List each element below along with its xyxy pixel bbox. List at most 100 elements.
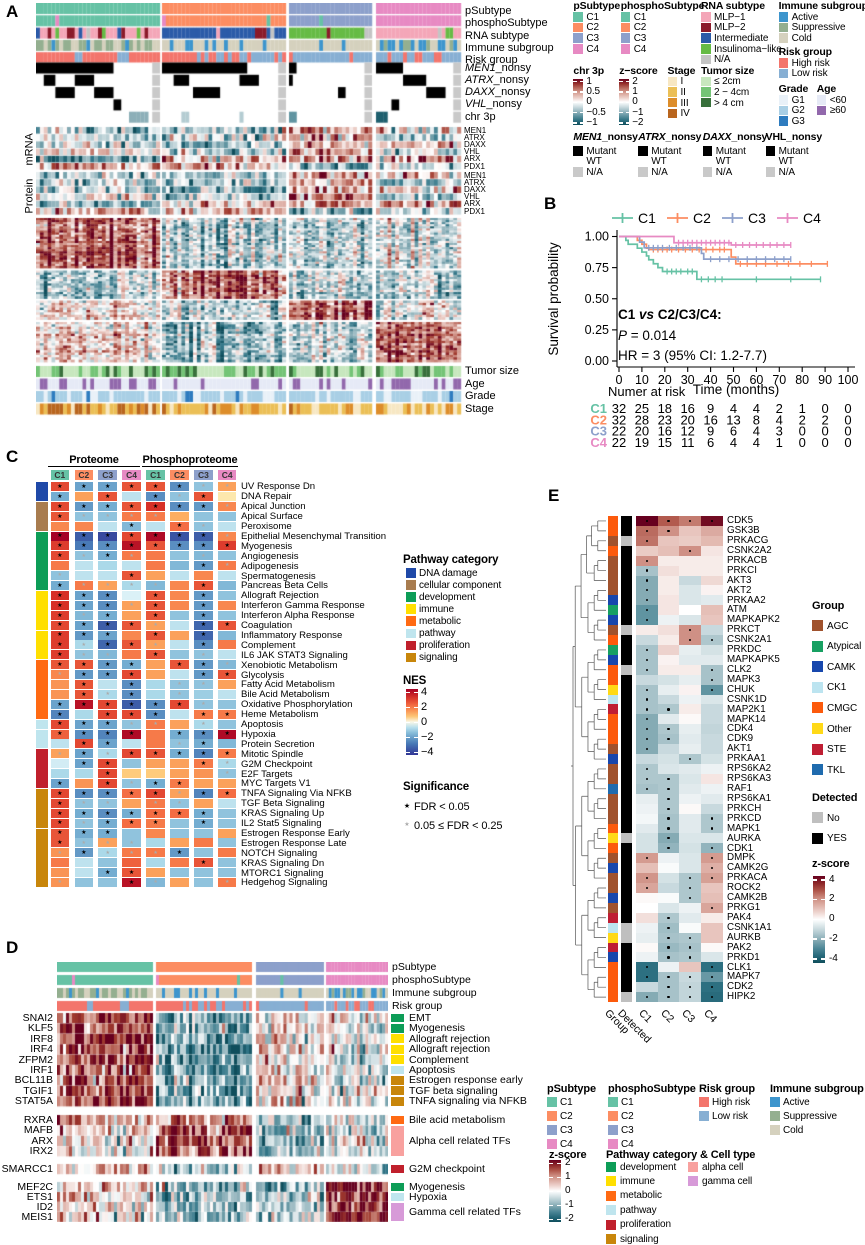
c-sig-star: ★ bbox=[57, 820, 63, 827]
e-zscore-cell bbox=[636, 823, 658, 834]
e-zscore-cell bbox=[657, 892, 680, 904]
b-xtick: 20 bbox=[658, 373, 672, 387]
d-pathway-chip bbox=[391, 1055, 404, 1064]
e-group-cell bbox=[608, 714, 618, 725]
e-zscore-cell bbox=[657, 535, 680, 547]
b-risk-label: Numer at risk bbox=[608, 384, 686, 399]
e-sig-dot bbox=[689, 986, 692, 989]
c-nes-cell bbox=[122, 878, 141, 887]
e-sig-dot bbox=[645, 559, 648, 562]
c-nes-cell bbox=[194, 709, 213, 719]
e-zscore-cell bbox=[701, 605, 723, 616]
c-sig-star-weak: ★ bbox=[81, 800, 87, 806]
e-zscore-cell bbox=[657, 595, 680, 606]
e-sig-dot bbox=[645, 619, 648, 622]
c-row-label: Apoptosis bbox=[241, 719, 284, 730]
b-risk-value: 9 bbox=[707, 401, 714, 416]
c-sig-star-weak: ★ bbox=[81, 552, 87, 559]
c-nes-cell bbox=[98, 689, 117, 699]
e-sig-dot bbox=[689, 996, 692, 999]
e-sig-dot bbox=[645, 648, 648, 651]
c-nes-cell bbox=[122, 491, 141, 501]
c-sig-star: ★ bbox=[81, 721, 87, 728]
e-dendrogram bbox=[571, 520, 606, 998]
e-row-label: CDK2 bbox=[727, 981, 754, 993]
d-legend-chip bbox=[547, 1125, 557, 1136]
c-sig-star: ★ bbox=[81, 662, 87, 668]
c-nes-cell bbox=[146, 759, 165, 769]
c-nes-cell bbox=[98, 551, 117, 561]
b-risk-value: 20 bbox=[635, 424, 649, 439]
c-nes-tick bbox=[406, 751, 410, 753]
c-nes-cell bbox=[50, 640, 70, 650]
panel-d-heatmap bbox=[57, 962, 388, 1222]
e-group-cell bbox=[608, 635, 618, 646]
c-nes-cell bbox=[170, 709, 189, 719]
c-nes-cell bbox=[98, 541, 117, 551]
c-nes-cell bbox=[146, 878, 165, 887]
e-zscore-cell bbox=[701, 704, 723, 715]
b-xtick: 80 bbox=[795, 373, 809, 387]
c-nes-tick bbox=[406, 706, 410, 708]
e-zscore-cell bbox=[679, 783, 702, 795]
e-row-label: DMPK bbox=[727, 852, 756, 864]
c-nes-cell bbox=[217, 788, 237, 798]
e-zscore-cell bbox=[636, 843, 658, 854]
legend-item-label: WT bbox=[778, 156, 794, 168]
d-legend-chip bbox=[699, 1111, 709, 1122]
c-legend-chip bbox=[406, 640, 416, 651]
e-row-label: CSNK1A1 bbox=[727, 921, 772, 933]
e-zscore-cell bbox=[701, 654, 723, 666]
b-risk-value: 20 bbox=[680, 412, 694, 427]
c-sig-star-weak: ★ bbox=[201, 522, 206, 529]
d-legend-item: Low risk bbox=[712, 1110, 748, 1122]
e-zscore-cell bbox=[701, 744, 723, 755]
c-nes-cell bbox=[217, 868, 237, 878]
e-sig-dot bbox=[667, 529, 670, 532]
c-sig-star: ★ bbox=[104, 820, 111, 827]
panel-a-row-label: DAXX_nonsy bbox=[465, 86, 531, 99]
e-zscore-cell bbox=[679, 704, 702, 715]
e-sig-dot bbox=[667, 837, 670, 840]
c-sig-star: ★ bbox=[104, 790, 111, 797]
legend-chip bbox=[816, 95, 827, 105]
b-risk-value: 0 bbox=[821, 401, 828, 416]
e-row-label: MAPK1 bbox=[727, 822, 761, 834]
d-pathway-legend-chip bbox=[606, 1219, 616, 1230]
c-nes-cell bbox=[50, 680, 70, 689]
c-nes-cell bbox=[170, 670, 189, 680]
c-row-label: IL2 Stat5 Signaling bbox=[241, 818, 322, 829]
c-sig-star: ★ bbox=[57, 553, 63, 560]
c-nes-cell bbox=[98, 769, 117, 779]
c-sig-star: ★ bbox=[104, 602, 111, 609]
e-row-label: CDK5 bbox=[727, 515, 754, 527]
e-sig-dot bbox=[710, 519, 714, 523]
d-pathway-chip bbox=[391, 1096, 404, 1106]
c-nes-cell bbox=[74, 749, 94, 759]
e-zscore-cell bbox=[636, 892, 658, 904]
c-sig-star-weak: ★ bbox=[224, 661, 230, 668]
c-nes-cell bbox=[217, 769, 237, 779]
e-sig-dot bbox=[689, 896, 692, 899]
e-row-label: PRKDC bbox=[727, 644, 762, 656]
e-group-cell bbox=[608, 843, 618, 854]
panel-a-label: A bbox=[6, 2, 19, 21]
c-sig-star: ★ bbox=[128, 523, 135, 530]
legend-scale-tick: 0.5 bbox=[586, 85, 600, 97]
c-category-strip bbox=[36, 858, 48, 869]
c-nes-cell bbox=[98, 709, 117, 719]
c-sig-star: ★ bbox=[104, 662, 111, 668]
e-group-cell bbox=[608, 863, 618, 874]
c-nes-cell bbox=[74, 779, 94, 788]
c-category-strip bbox=[36, 581, 48, 590]
c-nes-cell bbox=[122, 689, 141, 699]
e-detected-cell bbox=[620, 783, 632, 795]
d-pathway-legend-chip bbox=[606, 1205, 616, 1216]
b-risk-value: 4 bbox=[730, 401, 737, 416]
c-col-chip: C2 bbox=[74, 470, 94, 480]
c-sig-star: ★ bbox=[152, 820, 159, 827]
d-zscore-bar bbox=[549, 1160, 561, 1222]
e-group-cell bbox=[608, 535, 618, 547]
c-nes-cell bbox=[74, 660, 94, 670]
e-sig-dot bbox=[645, 688, 648, 691]
